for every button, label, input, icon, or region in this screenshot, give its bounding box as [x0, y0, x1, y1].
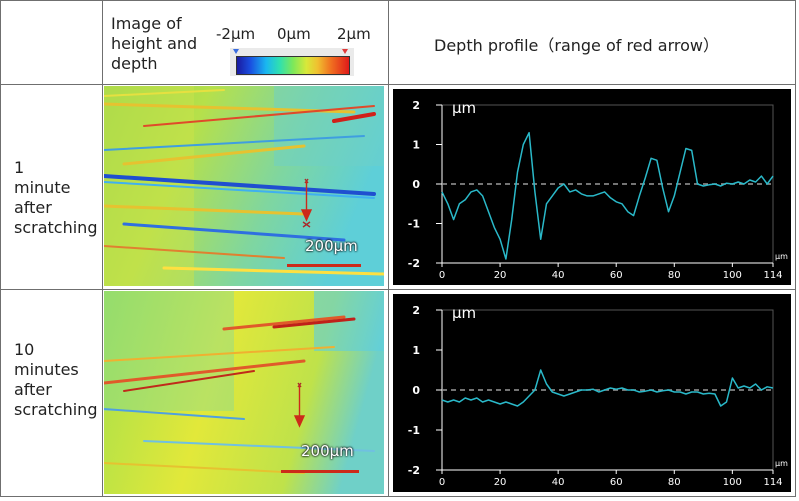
x-tick-label: 100: [723, 477, 742, 488]
border-bottom: [0, 496, 796, 497]
x-tick-label: 114: [763, 477, 782, 488]
x-tick-label: 0: [439, 477, 445, 488]
scale-bar-label-1min: 200μm: [305, 237, 358, 255]
y-tick-label: 2: [412, 304, 420, 317]
x-tick-label: 20: [494, 270, 507, 281]
x-axis-unit-label: μm: [775, 252, 788, 261]
y-tick-label: -1: [408, 218, 420, 231]
x-tick-label: 100: [723, 270, 742, 281]
colorbar-max-label: 2μm: [337, 25, 371, 43]
depth-profile-1min: 2 1 0 -1 -2 0 20 40 60 80 100 114 μm μm: [393, 89, 791, 285]
border-col1: [102, 0, 103, 497]
x-tick-label: 40: [552, 270, 565, 281]
y-tick-label: -2: [408, 464, 420, 477]
x-tick-label: 114: [763, 270, 782, 281]
border-top: [0, 0, 796, 1]
y-tick-label: 0: [412, 178, 420, 191]
measure-arrow-1min: [300, 178, 313, 228]
colorbar-min-marker: [233, 49, 239, 54]
x-tick-label: 80: [668, 270, 681, 281]
height-map-10min: 200μm: [104, 291, 384, 494]
colorbar-min-label: -2μm: [216, 25, 256, 43]
depth-profile-10min: 2 1 0 -1 -2 0 20 40 60 80 100 114 μm μm: [393, 294, 791, 492]
border-left: [0, 0, 1, 497]
x-tick-label: 0: [439, 270, 445, 281]
y-axis-unit-label: μm: [452, 99, 476, 117]
y-tick-label: 1: [412, 344, 420, 357]
depth-profile-10min-svg: 2 1 0 -1 -2 0 20 40 60 80 100 114 μm μm: [408, 304, 788, 488]
border-col2: [388, 0, 389, 497]
x-axis-unit-label: μm: [775, 459, 788, 468]
border-row1: [0, 84, 796, 85]
depth-profile-line: [441, 369, 774, 407]
colorbar: [230, 48, 354, 76]
x-tick-label: 60: [610, 270, 623, 281]
scale-bar-label-10min: 200μm: [301, 442, 354, 460]
y-tick-label: 1: [412, 139, 420, 152]
y-tick-label: 2: [412, 99, 420, 112]
row-label-10min: 10 minutes after scratching: [14, 340, 98, 419]
y-tick-label: 0: [412, 384, 420, 397]
scale-bar-1min: [287, 264, 361, 267]
y-tick-label: -1: [408, 424, 420, 437]
border-row2: [0, 289, 796, 290]
y-tick-label: -2: [408, 257, 420, 270]
colorbar-gradient: [236, 56, 350, 75]
colorbar-max-marker: [342, 49, 348, 54]
y-axis-unit-label: μm: [452, 304, 476, 322]
height-map-1min-svg: [104, 86, 384, 286]
measure-arrow-10min: [293, 382, 306, 428]
x-tick-label: 60: [610, 477, 623, 488]
height-map-1min: 200μm: [104, 86, 384, 286]
image-column-title: Image of height and depth: [111, 14, 198, 73]
profile-column-title: Depth profile（range of red arrow）: [434, 36, 719, 55]
x-tick-label: 20: [494, 477, 507, 488]
depth-profile-line: [441, 131, 774, 260]
depth-profile-1min-svg: 2 1 0 -1 -2 0 20 40 60 80 100 114 μm μm: [408, 99, 788, 281]
scale-bar-10min: [281, 470, 359, 473]
height-map-10min-svg: [104, 291, 384, 494]
border-right: [795, 0, 796, 497]
x-tick-label: 40: [552, 477, 565, 488]
colorbar-mid-label: 0μm: [277, 25, 311, 43]
x-tick-label: 80: [668, 477, 681, 488]
row-label-1min: 1 minute after scratching: [14, 158, 98, 237]
